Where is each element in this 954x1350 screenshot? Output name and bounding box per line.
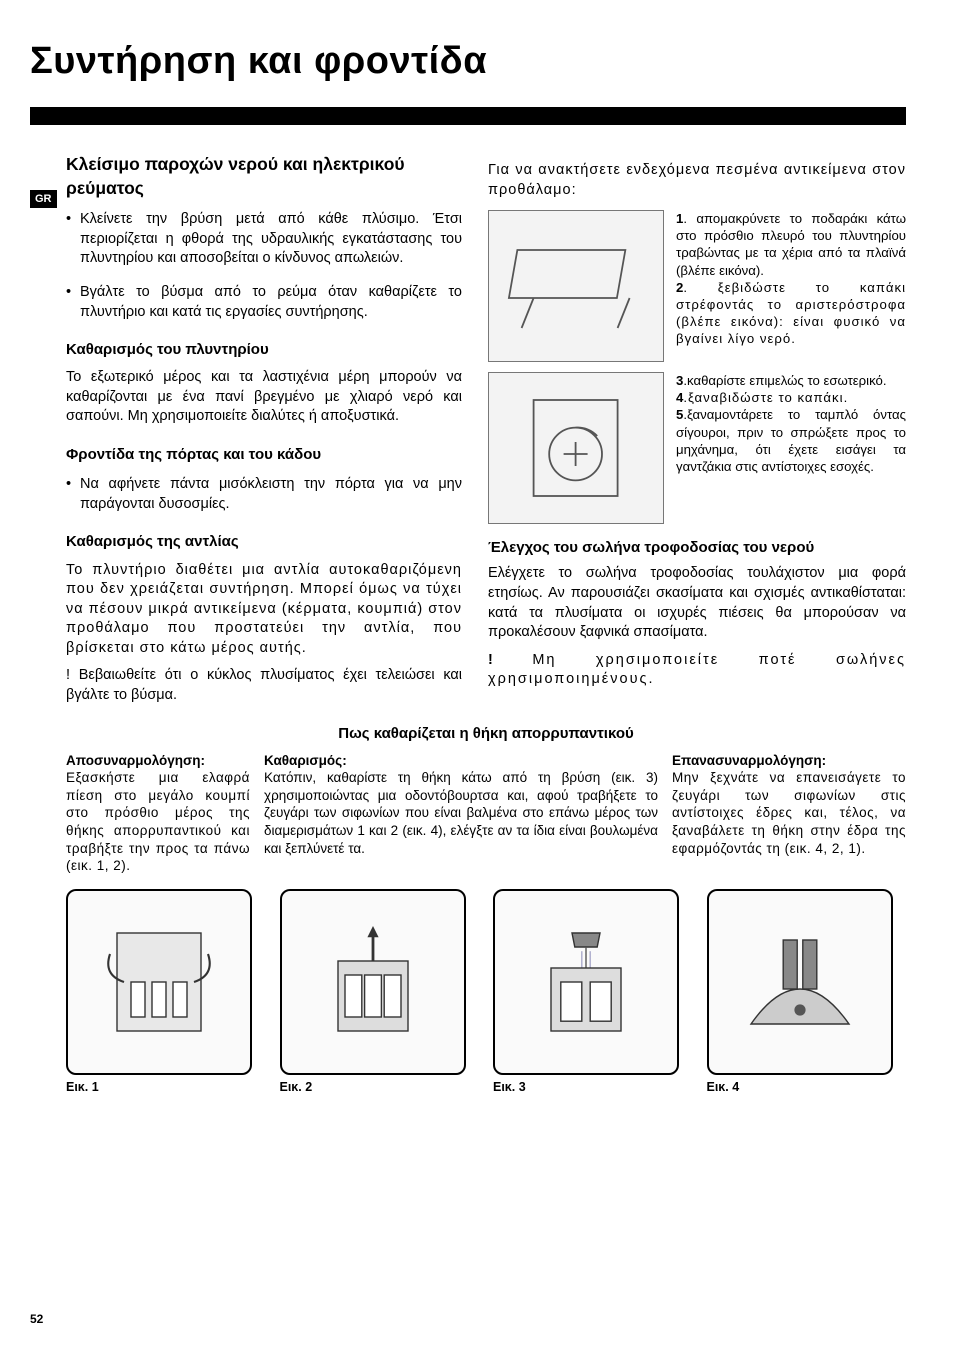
figure-2-caption: Εικ. 2 [280,1079,480,1096]
left-column: Κλείσιμο παροχών νερού και ηλεκτρικού ρε… [66,153,462,706]
section-hose: Έλεγχος του σωλήνα τροφοδοσίας του νερού [488,538,906,558]
content-area: Κλείσιμο παροχών νερού και ηλεκτρικού ρε… [66,153,906,1096]
fig4-icon [730,912,870,1052]
para-cleaning: Το εξωτερικό μέρος και τα λαστιχένια μέρ… [66,368,462,427]
figure-cap-unscrew [488,372,664,524]
step-body: .ξαναβιδώστε το καπάκι. [683,390,848,405]
panel-illustration-icon [506,226,645,346]
bullet-list-1: Κλείνετε την βρύση μετά από κάθε πλύσιμο… [66,210,462,322]
col-disassembly: Αποσυναρμολόγηση: Εξασκήστε μια ελαφρά π… [66,752,250,875]
language-tab: GR [30,190,57,208]
right-column: Για να ανακτήσετε ενδεχόμενα πεσμένα αντ… [488,153,906,706]
figure-1: Εικ. 1 [66,889,266,1096]
title-bar [30,107,906,125]
figure-4-image [707,889,893,1075]
step-text-3-5: 3.καθαρίστε επιμελώς το εσωτερικό. 4.ξαν… [676,372,906,524]
section-cleaning: Καθαρισμός του πλυντηρίου [66,340,462,360]
figure-4: Εικ. 4 [707,889,907,1096]
figure-2: Εικ. 2 [280,889,480,1096]
bullet-item: Κλείνετε την βρύση μετά από κάθε πλύσιμο… [80,210,462,269]
figure-3-caption: Εικ. 3 [493,1079,693,1096]
step-body: . απομακρύνετε το ποδαράκι κάτω στο πρόσ… [676,211,906,277]
section-water-power: Κλείσιμο παροχών νερού και ηλεκτρικού ρε… [66,153,462,200]
para-pump-warn: ! Βεβαιωθείτε ότι ο κύκλος πλυσίματος έχ… [66,666,462,705]
col-body: Εξασκήστε μια ελαφρά πίεση στο μεγάλο κο… [66,770,250,873]
step-block-1: 1. απομακρύνετε το ποδαράκι κάτω στο πρό… [488,210,906,362]
para-hose: Ελέγχετε το σωλήνα τροφοδοσίας τουλάχιστ… [488,564,906,642]
col-heading: Καθαρισμός: [264,753,347,768]
bullet-list-2: Να αφήνετε πάντα μισόκλειστη την πόρτα γ… [66,475,462,514]
bullet-item: Να αφήνετε πάντα μισόκλειστη την πόρτα γ… [80,475,462,514]
col-body: Κατόπιν, καθαρίστε τη θήκη κάτω από τη β… [264,770,658,855]
col-heading: Αποσυναρμολόγηση: [66,753,205,768]
col-heading: Επανασυναρμολόγηση: [672,753,826,768]
fig1-icon [89,912,229,1052]
figure-3-image [493,889,679,1075]
page-number: 52 [30,1312,43,1326]
step-body: . ξεβιδώστε το καπάκι στρέφοντάς το αρισ… [676,280,906,346]
fig3-icon [516,912,656,1052]
col-cleaning: Καθαρισμός: Κατόπιν, καθαρίστε τη θήκη κ… [264,752,658,875]
section-detergent-title: Πως καθαρίζεται η θήκη απορρυπαντικού [66,724,906,744]
figure-panel-removal [488,210,664,362]
fig2-icon [303,912,443,1052]
step-text-1-2: 1. απομακρύνετε το ποδαράκι κάτω στο πρό… [676,210,906,362]
warn-text: Μη χρησιμοποιείτε ποτέ σωλήνες χρησιμοπο… [488,652,906,688]
figure-1-caption: Εικ. 1 [66,1079,266,1096]
figure-row: Εικ. 1 Εικ. 2 [66,889,906,1096]
page-title: Συντήρηση και φροντίδα [30,40,906,83]
right-intro: Για να ανακτήσετε ενδεχόμενα πεσμένα αντ… [488,161,906,200]
section-door-drum: Φροντίδα της πόρτας και του κάδου [66,445,462,465]
figure-2-image [280,889,466,1075]
detergent-columns: Αποσυναρμολόγηση: Εξασκήστε μια ελαφρά π… [66,752,906,875]
para-hose-warn: ! Μη χρησιμοποιείτε ποτέ σωλήνες χρησιμο… [488,651,906,690]
step-body: .καθαρίστε επιμελώς το εσωτερικό. [683,373,886,388]
figure-1-image [66,889,252,1075]
para-pump: Το πλυντήριο διαθέτει μια αντλία αυτοκαθ… [66,561,462,659]
col-body: Μην ξεχνάτε να επανεισάγετε το ζευγάρι τ… [672,770,906,855]
step-body: .ξαναμοντάρετε το ταμπλό όντας σίγουροι,… [676,407,906,473]
cap-illustration-icon [506,388,645,508]
figure-4-caption: Εικ. 4 [707,1079,907,1096]
figure-3: Εικ. 3 [493,889,693,1096]
col-reassembly: Επανασυναρμολόγηση: Μην ξεχνάτε να επανε… [672,752,906,875]
bullet-item: Βγάλτε το βύσμα από το ρεύμα όταν καθαρί… [80,283,462,322]
section-pump: Καθαρισμός της αντλίας [66,532,462,552]
step-block-2: 3.καθαρίστε επιμελώς το εσωτερικό. 4.ξαν… [488,372,906,524]
